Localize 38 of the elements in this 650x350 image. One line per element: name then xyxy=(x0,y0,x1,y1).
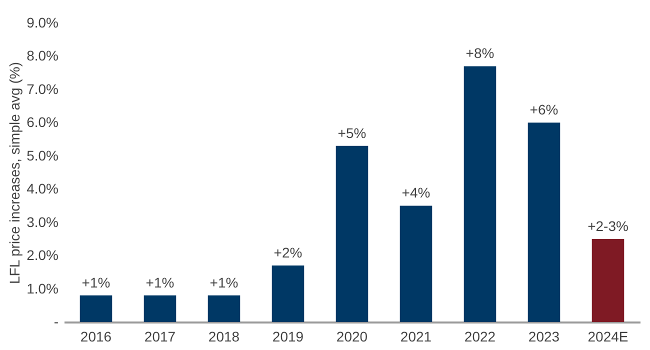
x-tick-label: 2023 xyxy=(528,328,560,344)
data-label: +1% xyxy=(146,274,174,290)
x-tick-label: 2018 xyxy=(208,328,240,344)
data-label: +4% xyxy=(402,184,430,201)
data-label: +2-3% xyxy=(588,218,628,234)
y-axis-title: LFL price increases, simple avg (%) xyxy=(6,62,23,284)
data-label: +5% xyxy=(338,124,366,141)
y-tick-label: 6.0% xyxy=(26,114,58,130)
bar xyxy=(528,122,560,322)
bar xyxy=(144,295,176,322)
x-tick-label: 2019 xyxy=(272,328,304,344)
x-tick-label: 2022 xyxy=(464,328,496,344)
bar xyxy=(208,295,240,322)
data-label: +1% xyxy=(82,274,110,290)
y-tick-label: 2.0% xyxy=(26,247,58,264)
x-tick-label: 2017 xyxy=(144,328,176,344)
y-tick-label: 5.0% xyxy=(26,147,58,164)
bar xyxy=(336,146,368,322)
data-label: +8% xyxy=(466,45,494,62)
x-tick-label: 2020 xyxy=(336,328,368,344)
x-tick-label: 2024E xyxy=(588,328,628,344)
bar xyxy=(400,206,432,322)
x-tick-label: 2021 xyxy=(400,328,432,344)
y-tick-label: 3.0% xyxy=(26,214,58,230)
data-label: +1% xyxy=(210,274,238,290)
y-tick-label: 9.0% xyxy=(26,14,58,30)
x-tick-label: 2016 xyxy=(80,328,112,344)
bar xyxy=(592,238,624,322)
bar xyxy=(80,295,112,322)
y-tick-label: 4.0% xyxy=(26,180,58,197)
y-tick-label: 1.0% xyxy=(26,280,58,296)
data-label: +2% xyxy=(274,244,302,261)
y-tick-label: 8.0% xyxy=(26,48,58,64)
bar xyxy=(464,66,496,322)
y-tick-label: - xyxy=(54,314,59,330)
data-label: +6% xyxy=(530,102,558,118)
bar xyxy=(272,266,304,322)
y-tick-label: 7.0% xyxy=(26,80,58,97)
